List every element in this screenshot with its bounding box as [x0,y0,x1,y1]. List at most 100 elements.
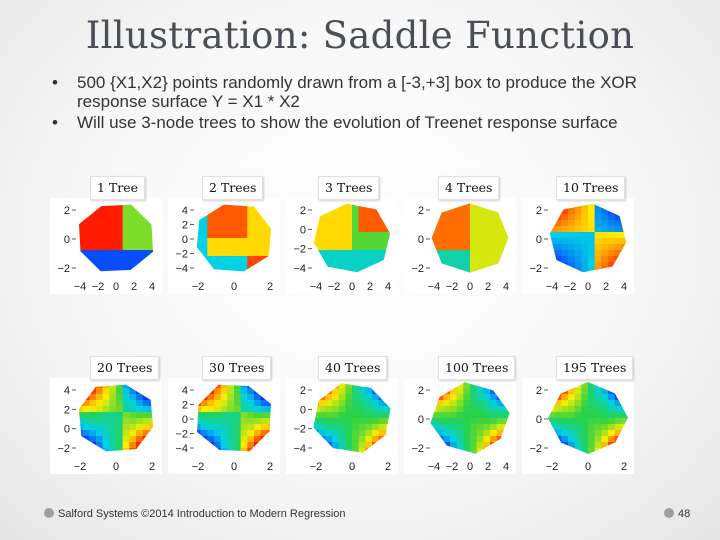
surface-cell [260,220,268,227]
surface-cell [456,226,464,233]
surface-cell [483,208,491,215]
surface-cell [196,238,202,245]
surface-cell [332,250,340,257]
surface-cell [365,430,373,437]
surface-cell [82,238,90,245]
surface-cell [240,424,248,431]
surface-cell [372,394,380,401]
surface-cell [345,244,353,251]
surface-cell [109,430,117,437]
surface-cell [227,448,235,452]
surface-cell [345,412,353,419]
surface-cell [220,430,228,437]
surface-cell [470,442,478,449]
surface-cell [240,388,248,395]
surface-cell [234,400,242,407]
surface-cell [220,250,228,257]
surface-cell [436,226,444,233]
y-tick-label: 0 [300,224,306,236]
surface-cell [227,214,235,221]
surface-cell [372,256,380,263]
surface-cell [352,383,360,389]
surface-cell [247,388,255,395]
surface-cell [594,238,602,245]
surface-cell [96,412,104,419]
surface-cell [588,430,596,437]
surface-cell [378,244,386,251]
surface-cell [332,400,340,407]
surface-cell [247,262,255,269]
surface-cell [197,412,202,419]
response-surface-plot: 20−2−4 −2 0 2 4 [404,378,516,474]
surface-cell [247,238,255,245]
surface-cell [608,262,616,269]
surface-cell [82,418,90,425]
surface-cell [82,400,90,407]
surface-cell [581,250,589,257]
surface-cell [96,232,104,239]
surface-cell [214,262,222,269]
surface-cell [614,244,622,251]
response-surface-plot: 20−2−4−4 −2 0 2 4 [286,198,398,294]
surface-cell [129,430,137,437]
surface-cell [614,406,622,413]
surface-cell [109,448,117,452]
surface-cell [200,424,208,431]
surface-cell [136,412,144,419]
surface-cell [443,208,451,215]
surface-cell [122,214,130,221]
surface-cell [136,424,144,431]
surface-cell [614,418,622,425]
surface-cell [260,424,268,431]
surface-cell [581,382,589,389]
surface-cell [220,442,228,449]
surface-cell [483,262,491,269]
y-tick-label: 0 [536,234,542,246]
surface-cell [240,238,248,245]
surface-cell [470,430,478,437]
surface-cell [196,244,202,251]
surface-cell [601,226,609,233]
surface-cell [588,220,596,227]
surface-cell [463,244,471,251]
surface-cell [220,412,228,419]
surface-cell [614,412,622,419]
surface-cell [122,256,130,263]
surface-cell [207,418,215,425]
surface-cell [136,406,144,413]
surface-cell [227,226,235,233]
surface-cell [214,238,222,245]
surface-cell [614,220,622,227]
surface-cell [197,424,202,431]
surface-cell [450,250,458,257]
surface-cell [436,406,444,413]
surface-cell [549,232,556,239]
surface-cell [574,262,582,269]
surface-cell [601,244,609,251]
surface-cell [568,208,576,215]
surface-cell [338,226,346,233]
y-tick-label: −2 [175,429,188,441]
surface-cell [116,238,124,245]
x-tick-label: 2 [267,281,273,293]
surface-cell [574,430,582,437]
y-tick-label: 4 [64,385,70,397]
surface-cell [608,226,616,233]
surface-cell [476,250,484,257]
surface-cell [129,442,137,449]
surface-cell [554,244,562,251]
surface-cell [345,430,353,437]
surface-cell [214,244,222,251]
surface-cell [149,406,154,413]
y-tick-label: 0 [182,414,188,426]
surface-cell [358,388,366,395]
surface-cell [450,394,458,401]
surface-cell [372,208,380,215]
surface-cell [79,226,84,233]
surface-cell [601,424,609,431]
surface-cell [102,220,110,227]
surface-cell [345,383,353,389]
surface-cell [254,250,262,257]
surface-cell [588,412,596,419]
surface-cell [450,238,458,245]
